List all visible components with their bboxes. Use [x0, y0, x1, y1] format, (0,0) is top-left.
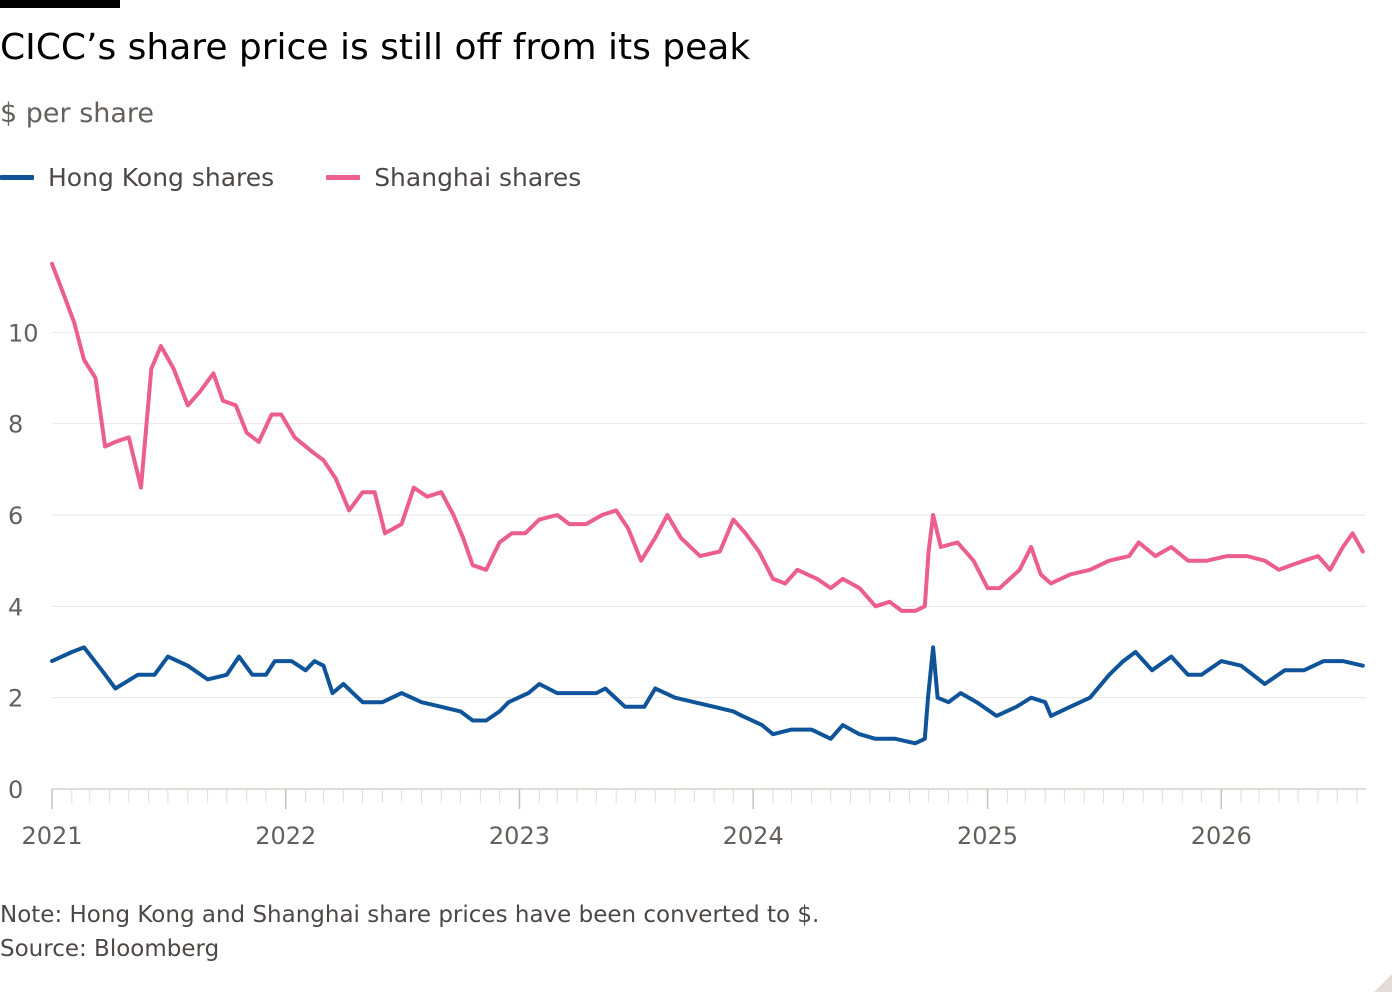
y-tick-label: 10	[8, 319, 39, 347]
y-tick-label: 4	[8, 593, 23, 621]
legend-item-hong-kong: Hong Kong shares	[0, 163, 274, 192]
series-line-hong-kong	[50, 645, 1365, 746]
gridlines	[52, 331, 1366, 699]
legend-label-hong-kong: Hong Kong shares	[48, 162, 275, 192]
series-line-shanghai	[50, 261, 1365, 613]
y-tick-label: 2	[8, 685, 23, 713]
legend-swatch-shanghai	[326, 174, 361, 180]
legend-label-shanghai: Shanghai shares	[374, 162, 582, 192]
y-tick-label: 8	[8, 411, 23, 439]
brand-bar	[0, 0, 120, 8]
note-text: Note: Hong Kong and Shanghai share price…	[0, 902, 820, 928]
x-tick-label: 2021	[21, 822, 82, 850]
chart-title: CICC’s share price is still off from its…	[0, 27, 751, 68]
y-tick-label: 6	[8, 502, 23, 530]
y-tick-label: 0	[8, 776, 23, 804]
legend-swatch-hong-kong	[0, 174, 34, 180]
x-tick-label: 2024	[723, 822, 784, 850]
source-text: Source: Bloomberg	[0, 936, 220, 962]
x-tick-label: 2023	[489, 822, 550, 850]
corner-fold-icon	[1374, 974, 1392, 992]
y-axis: 0 2 4 6 8 10	[8, 319, 39, 804]
chart-legend: Hong Kong shares Shanghai shares	[0, 160, 633, 194]
chart-footnote: Note: Hong Kong and Shanghai share price…	[0, 898, 819, 966]
x-axis: 2021 2022 2023 2024 2025 2026	[21, 788, 1366, 850]
x-tick-label: 2022	[255, 822, 316, 850]
legend-item-shanghai: Shanghai shares	[326, 163, 581, 192]
chart-subtitle: $ per share	[0, 98, 155, 129]
series-lines	[50, 261, 1365, 746]
x-tick-label: 2025	[957, 822, 1018, 850]
x-tick-label: 2026	[1191, 822, 1252, 850]
